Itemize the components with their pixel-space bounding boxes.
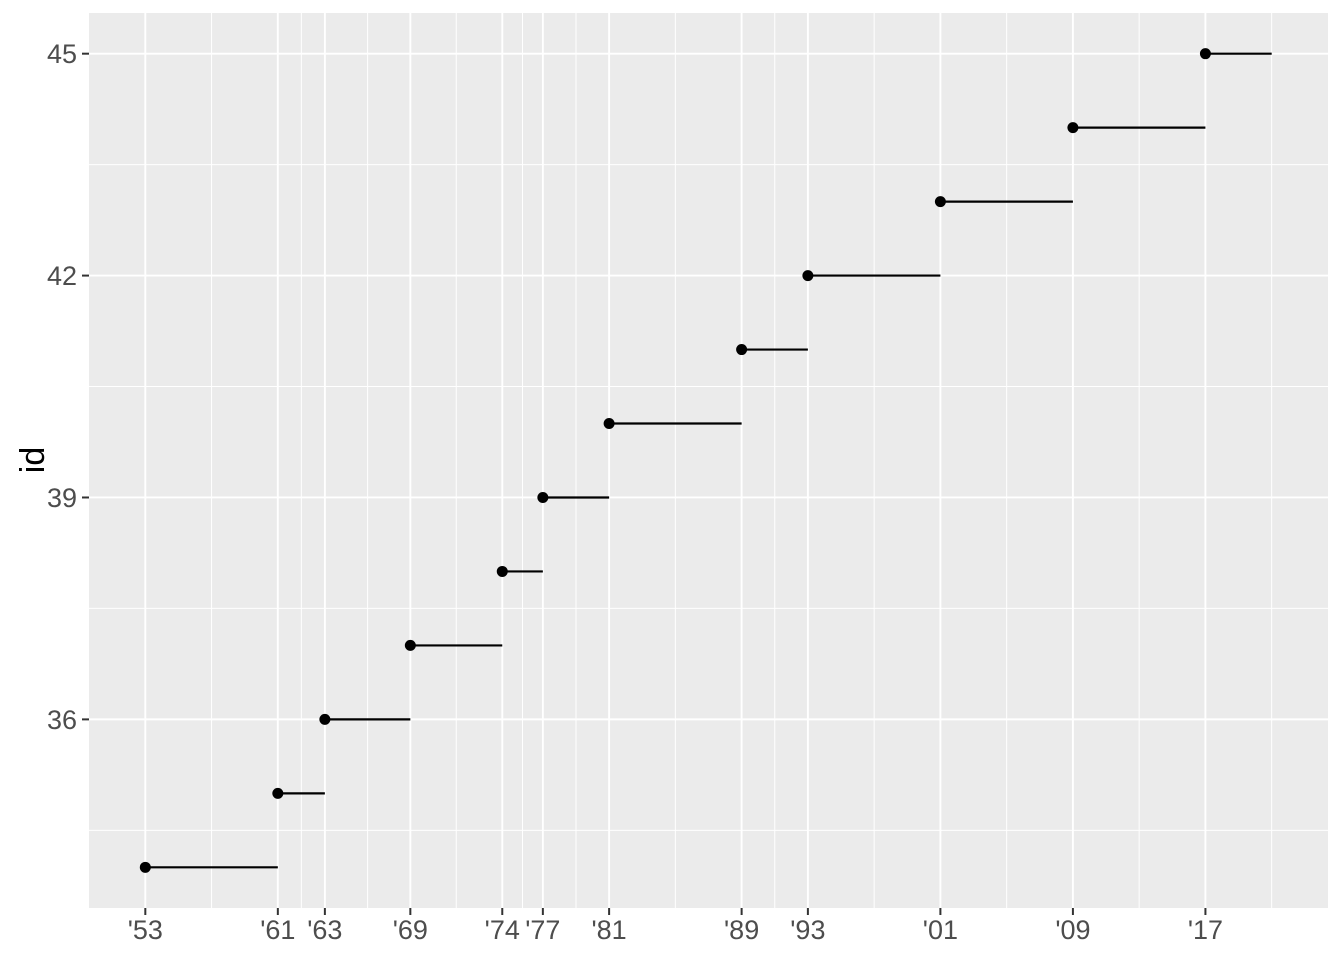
y-tick-label: 42: [47, 261, 77, 291]
term-point-38: [496, 565, 508, 577]
x-tick-label: '09: [1055, 915, 1090, 945]
y-tick-label: 36: [47, 705, 77, 735]
term-point-39: [537, 491, 549, 503]
term-point-37: [404, 639, 416, 651]
term-point-35: [272, 787, 284, 799]
x-tick-label: '93: [790, 915, 825, 945]
term-point-43: [934, 196, 946, 208]
x-tick-label: '69: [393, 915, 428, 945]
term-point-45: [1199, 48, 1211, 60]
x-tick-label: '01: [923, 915, 958, 945]
x-tick-label: '63: [307, 915, 342, 945]
term-point-34: [139, 861, 151, 873]
term-point-42: [802, 270, 814, 282]
term-point-44: [1067, 122, 1079, 134]
y-tick-label: 45: [47, 39, 77, 69]
term-point-36: [319, 713, 331, 725]
x-tick-label: '89: [724, 915, 759, 945]
term-point-41: [736, 344, 748, 356]
x-tick-label: '74: [485, 915, 520, 945]
x-tick-label: '17: [1188, 915, 1223, 945]
x-tick-label: '53: [128, 915, 163, 945]
x-tick-label: '77: [525, 915, 560, 945]
term-point-40: [603, 418, 615, 430]
plot-panel: [89, 13, 1328, 908]
x-tick-label: '61: [260, 915, 295, 945]
x-tick-label: '81: [592, 915, 627, 945]
plot-area: '53 '61 '63 '69 '74'77 '81 '89 '93 '01 '09 '17 36 39…: [47, 13, 1328, 945]
y-axis-title: id: [14, 447, 52, 473]
y-tick-label: 39: [47, 483, 77, 513]
